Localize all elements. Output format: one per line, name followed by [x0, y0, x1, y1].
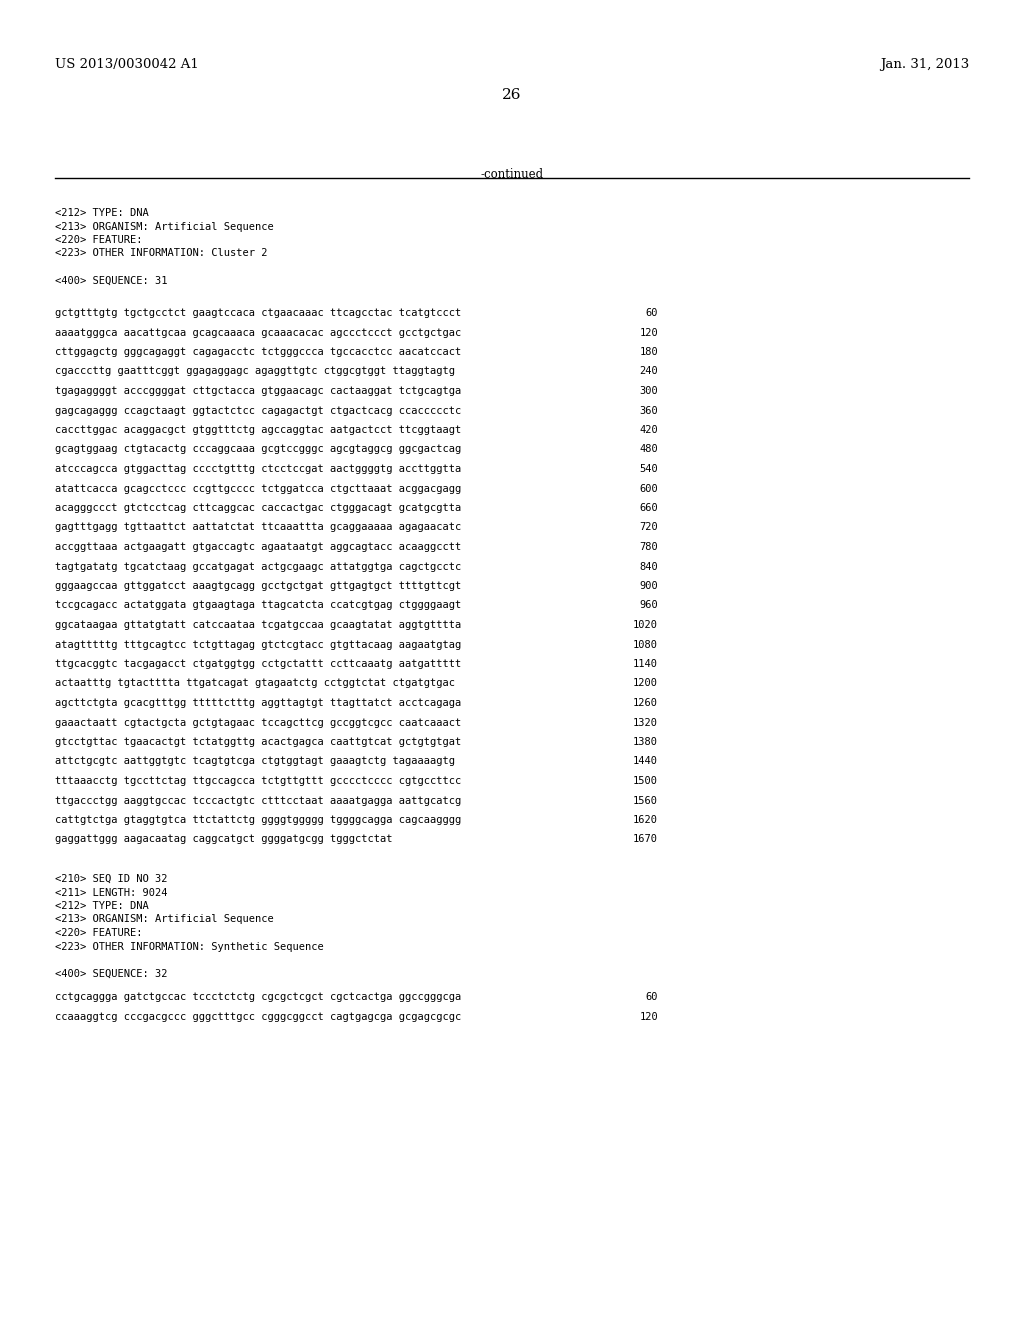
Text: <211> LENGTH: 9024: <211> LENGTH: 9024: [55, 887, 168, 898]
Text: gcagtggaag ctgtacactg cccaggcaaa gcgtccgggc agcgtaggcg ggcgactcag: gcagtggaag ctgtacactg cccaggcaaa gcgtccg…: [55, 445, 461, 454]
Text: <210> SEQ ID NO 32: <210> SEQ ID NO 32: [55, 874, 168, 884]
Text: 1080: 1080: [633, 639, 658, 649]
Text: gggaagccaa gttggatcct aaagtgcagg gcctgctgat gttgagtgct ttttgttcgt: gggaagccaa gttggatcct aaagtgcagg gcctgct…: [55, 581, 461, 591]
Text: caccttggac acaggacgct gtggtttctg agccaggtac aatgactcct ttcggtaagt: caccttggac acaggacgct gtggtttctg agccagg…: [55, 425, 461, 436]
Text: cctgcaggga gatctgccac tccctctctg cgcgctcgct cgctcactga ggccgggcga: cctgcaggga gatctgccac tccctctctg cgcgctc…: [55, 993, 461, 1002]
Text: 1260: 1260: [633, 698, 658, 708]
Text: tttaaacctg tgccttctag ttgccagcca tctgttgttt gcccctcccc cgtgccttcc: tttaaacctg tgccttctag ttgccagcca tctgttg…: [55, 776, 461, 785]
Text: cgacccttg gaatttcggt ggagaggagc agaggttgtc ctggcgtggt ttaggtagtg: cgacccttg gaatttcggt ggagaggagc agaggttg…: [55, 367, 455, 376]
Text: <212> TYPE: DNA: <212> TYPE: DNA: [55, 209, 148, 218]
Text: aaaatgggca aacattgcaa gcagcaaaca gcaaacacac agccctccct gcctgctgac: aaaatgggca aacattgcaa gcagcaaaca gcaaaca…: [55, 327, 461, 338]
Text: 1020: 1020: [633, 620, 658, 630]
Text: 60: 60: [645, 308, 658, 318]
Text: 1320: 1320: [633, 718, 658, 727]
Text: cttggagctg gggcagaggt cagagacctc tctgggccca tgccacctcc aacatccact: cttggagctg gggcagaggt cagagacctc tctgggc…: [55, 347, 461, 356]
Text: 960: 960: [639, 601, 658, 610]
Text: 840: 840: [639, 561, 658, 572]
Text: atagtttttg tttgcagtcc tctgttagag gtctcgtacc gtgttacaag aagaatgtag: atagtttttg tttgcagtcc tctgttagag gtctcgt…: [55, 639, 461, 649]
Text: 780: 780: [639, 543, 658, 552]
Text: 120: 120: [639, 327, 658, 338]
Text: ttgaccctgg aaggtgccac tcccactgtc ctttcctaat aaaatgagga aattgcatcg: ttgaccctgg aaggtgccac tcccactgtc ctttcct…: [55, 796, 461, 805]
Text: 120: 120: [639, 1011, 658, 1022]
Text: 1440: 1440: [633, 756, 658, 767]
Text: actaatttg tgtactttta ttgatcagat gtagaatctg cctggtctat ctgatgtgac: actaatttg tgtactttta ttgatcagat gtagaatc…: [55, 678, 455, 689]
Text: tgagaggggt acccggggat cttgctacca gtggaacagc cactaaggat tctgcagtga: tgagaggggt acccggggat cttgctacca gtggaac…: [55, 385, 461, 396]
Text: <213> ORGANISM: Artificial Sequence: <213> ORGANISM: Artificial Sequence: [55, 915, 273, 924]
Text: accggttaaa actgaagatt gtgaccagtc agaataatgt aggcagtacc acaaggcctt: accggttaaa actgaagatt gtgaccagtc agaataa…: [55, 543, 461, 552]
Text: 240: 240: [639, 367, 658, 376]
Text: ttgcacggtc tacgagacct ctgatggtgg cctgctattt ccttcaaatg aatgattttt: ttgcacggtc tacgagacct ctgatggtgg cctgcta…: [55, 659, 461, 669]
Text: 1200: 1200: [633, 678, 658, 689]
Text: <400> SEQUENCE: 31: <400> SEQUENCE: 31: [55, 276, 168, 285]
Text: 1380: 1380: [633, 737, 658, 747]
Text: 1670: 1670: [633, 834, 658, 845]
Text: gagtttgagg tgttaattct aattatctat ttcaaattta gcaggaaaaa agagaacatc: gagtttgagg tgttaattct aattatctat ttcaaat…: [55, 523, 461, 532]
Text: <213> ORGANISM: Artificial Sequence: <213> ORGANISM: Artificial Sequence: [55, 222, 273, 231]
Text: <223> OTHER INFORMATION: Synthetic Sequence: <223> OTHER INFORMATION: Synthetic Seque…: [55, 941, 324, 952]
Text: 480: 480: [639, 445, 658, 454]
Text: 180: 180: [639, 347, 658, 356]
Text: <400> SEQUENCE: 32: <400> SEQUENCE: 32: [55, 969, 168, 978]
Text: gtcctgttac tgaacactgt tctatggttg acactgagca caattgtcat gctgtgtgat: gtcctgttac tgaacactgt tctatggttg acactga…: [55, 737, 461, 747]
Text: tccgcagacc actatggata gtgaagtaga ttagcatcta ccatcgtgag ctggggaagt: tccgcagacc actatggata gtgaagtaga ttagcat…: [55, 601, 461, 610]
Text: -continued: -continued: [480, 168, 544, 181]
Text: 26: 26: [502, 88, 522, 102]
Text: acagggccct gtctcctcag cttcaggcac caccactgac ctgggacagt gcatgcgtta: acagggccct gtctcctcag cttcaggcac caccact…: [55, 503, 461, 513]
Text: 1560: 1560: [633, 796, 658, 805]
Text: atattcacca gcagcctccc ccgttgcccc tctggatcca ctgcttaaat acggacgagg: atattcacca gcagcctccc ccgttgcccc tctggat…: [55, 483, 461, 494]
Text: ggcataagaa gttatgtatt catccaataa tcgatgccaa gcaagtatat aggtgtttta: ggcataagaa gttatgtatt catccaataa tcgatgc…: [55, 620, 461, 630]
Text: cattgtctga gtaggtgtca ttctattctg ggggtggggg tggggcagga cagcaagggg: cattgtctga gtaggtgtca ttctattctg ggggtgg…: [55, 814, 461, 825]
Text: gaggattggg aagacaatag caggcatgct ggggatgcgg tgggctctat: gaggattggg aagacaatag caggcatgct ggggatg…: [55, 834, 392, 845]
Text: <220> FEATURE:: <220> FEATURE:: [55, 928, 142, 939]
Text: 1620: 1620: [633, 814, 658, 825]
Text: 1500: 1500: [633, 776, 658, 785]
Text: 720: 720: [639, 523, 658, 532]
Text: atcccagcca gtggacttag cccctgtttg ctcctccgat aactggggtg accttggtta: atcccagcca gtggacttag cccctgtttg ctcctcc…: [55, 465, 461, 474]
Text: 540: 540: [639, 465, 658, 474]
Text: 360: 360: [639, 405, 658, 416]
Text: 600: 600: [639, 483, 658, 494]
Text: attctgcgtc aattggtgtc tcagtgtcga ctgtggtagt gaaagtctg tagaaaagtg: attctgcgtc aattggtgtc tcagtgtcga ctgtggt…: [55, 756, 455, 767]
Text: 60: 60: [645, 993, 658, 1002]
Text: 420: 420: [639, 425, 658, 436]
Text: 1140: 1140: [633, 659, 658, 669]
Text: <212> TYPE: DNA: <212> TYPE: DNA: [55, 902, 148, 911]
Text: 300: 300: [639, 385, 658, 396]
Text: Jan. 31, 2013: Jan. 31, 2013: [880, 58, 969, 71]
Text: <220> FEATURE:: <220> FEATURE:: [55, 235, 142, 246]
Text: gagcagaggg ccagctaagt ggtactctcc cagagactgt ctgactcacg ccaccccctc: gagcagaggg ccagctaagt ggtactctcc cagagac…: [55, 405, 461, 416]
Text: US 2013/0030042 A1: US 2013/0030042 A1: [55, 58, 199, 71]
Text: gctgtttgtg tgctgcctct gaagtccaca ctgaacaaac ttcagcctac tcatgtccct: gctgtttgtg tgctgcctct gaagtccaca ctgaaca…: [55, 308, 461, 318]
Text: 660: 660: [639, 503, 658, 513]
Text: <223> OTHER INFORMATION: Cluster 2: <223> OTHER INFORMATION: Cluster 2: [55, 248, 267, 259]
Text: agcttctgta gcacgtttgg tttttctttg aggttagtgt ttagttatct acctcagaga: agcttctgta gcacgtttgg tttttctttg aggttag…: [55, 698, 461, 708]
Text: tagtgatatg tgcatctaag gccatgagat actgcgaagc attatggtga cagctgcctc: tagtgatatg tgcatctaag gccatgagat actgcga…: [55, 561, 461, 572]
Text: gaaactaatt cgtactgcta gctgtagaac tccagcttcg gccggtcgcc caatcaaact: gaaactaatt cgtactgcta gctgtagaac tccagct…: [55, 718, 461, 727]
Text: ccaaaggtcg cccgacgccc gggctttgcc cgggcggcct cagtgagcga gcgagcgcgc: ccaaaggtcg cccgacgccc gggctttgcc cgggcgg…: [55, 1011, 461, 1022]
Text: 900: 900: [639, 581, 658, 591]
